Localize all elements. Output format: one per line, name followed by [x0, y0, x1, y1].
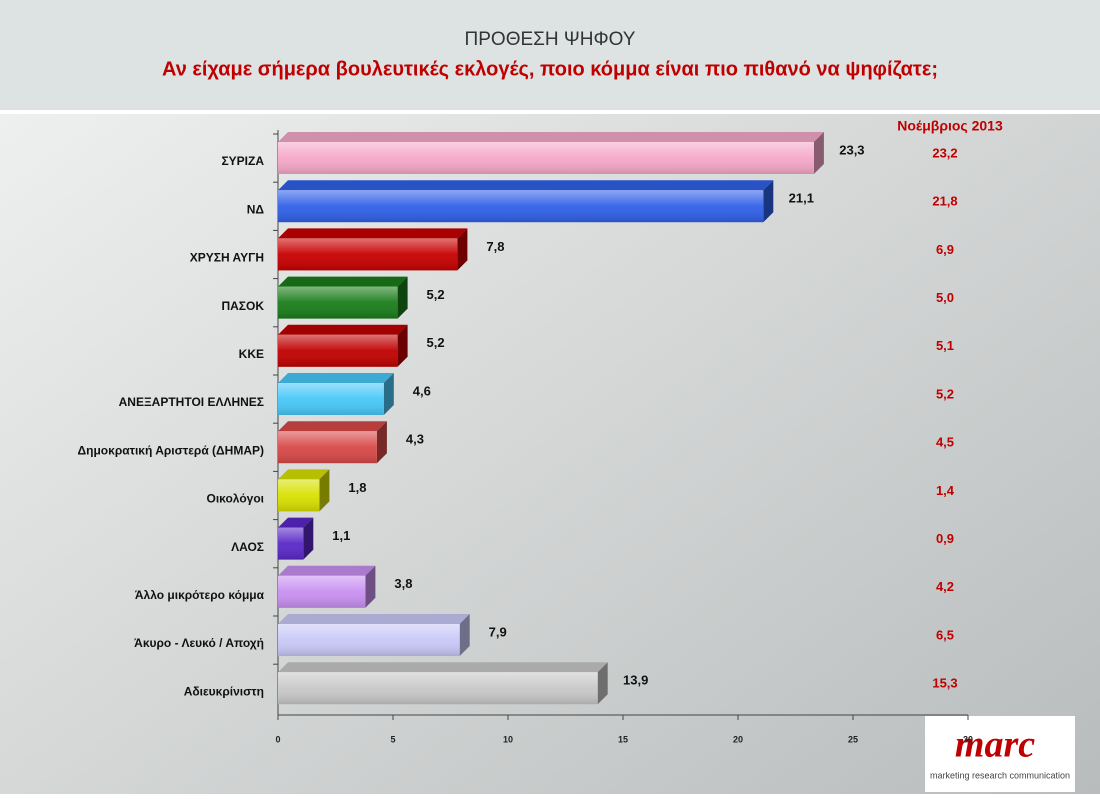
bar-sheen	[278, 624, 460, 656]
bar-sheen	[278, 672, 598, 705]
comparison-value: 0,9	[936, 531, 954, 546]
y-tick-label: Οικολόγοι	[207, 492, 265, 506]
bar-top	[278, 324, 408, 335]
comparison-value: 5,0	[936, 290, 954, 305]
y-tick-label: ΝΔ	[247, 202, 265, 216]
comparison-value: 4,5	[936, 435, 954, 450]
bar-top	[278, 421, 387, 432]
data-label: 4,3	[406, 432, 424, 447]
bar-top	[278, 517, 314, 528]
x-tick-label: 5	[390, 734, 395, 744]
x-tick-label: 0	[275, 734, 280, 744]
bar-side	[457, 228, 468, 271]
x-tick-label: 20	[733, 734, 743, 744]
bar-sheen	[278, 286, 398, 319]
bar-sheen	[278, 575, 366, 608]
data-label: 7,9	[489, 624, 507, 639]
comparison-value: 23,2	[932, 145, 957, 160]
bar-top	[278, 469, 330, 480]
comparison-value: 5,1	[936, 338, 954, 353]
comparison-value: 15,3	[932, 676, 957, 691]
bar-side	[365, 565, 376, 608]
y-tick-label: ΣΥΡΙΖΑ	[221, 154, 264, 168]
bar-side	[459, 614, 470, 656]
bar-top	[278, 565, 376, 576]
bar-top	[278, 373, 394, 383]
data-label: 5,2	[427, 335, 445, 350]
x-tick-label: 10	[503, 734, 513, 744]
y-tick-label: ΑΝΕΞΑΡΤΗΤΟΙ ΕΛΛΗΝΕΣ	[119, 395, 264, 409]
bar-side	[763, 180, 774, 223]
data-label: 21,1	[789, 191, 814, 206]
logo-tagline: marketing research communication	[930, 770, 1070, 780]
comparison-value: 4,2	[936, 579, 954, 594]
data-label: 7,8	[486, 239, 504, 254]
bar-top	[278, 276, 408, 287]
comparison-value: 1,4	[936, 483, 955, 498]
x-tick-label: 30	[963, 734, 973, 744]
data-label: 1,8	[348, 480, 366, 495]
y-tick-label: ΚΚΕ	[239, 347, 264, 361]
bar-sheen	[278, 527, 304, 560]
data-label: 1,1	[332, 528, 350, 543]
logo-box	[925, 716, 1075, 792]
header-divider	[0, 110, 1100, 114]
bar-top	[278, 662, 608, 673]
y-tick-label: ΛΑΟΣ	[231, 540, 264, 554]
bar-sheen	[278, 383, 384, 415]
bar-sheen	[278, 334, 398, 367]
bar-sheen	[278, 190, 764, 223]
bar-side	[303, 517, 314, 560]
chart-title: ΠΡΟΘΕΣΗ ΨΗΦΟΥ	[465, 29, 636, 50]
data-label: 4,6	[413, 383, 431, 398]
data-label: 3,8	[394, 576, 412, 591]
comparison-value: 21,8	[932, 194, 957, 209]
y-tick-label: ΠΑΣΟΚ	[221, 299, 264, 313]
logo-name: marc	[955, 724, 1035, 766]
bar-sheen	[278, 479, 320, 512]
data-label: 23,3	[839, 142, 864, 157]
y-tick-label: Άλλο μικρότερο κόμμα	[135, 588, 265, 602]
comparison-value: 6,9	[936, 242, 954, 257]
bar-sheen	[278, 431, 377, 464]
bar-side	[319, 469, 330, 512]
bar-side	[597, 662, 608, 705]
bar-side	[383, 373, 394, 415]
bar-top	[278, 132, 824, 142]
x-tick-label: 25	[848, 734, 858, 744]
comparison-value: 6,5	[936, 627, 954, 642]
bar-side	[813, 132, 824, 174]
data-label: 13,9	[623, 673, 648, 688]
bar-top	[278, 228, 468, 239]
bar-side	[397, 324, 408, 367]
y-tick-label: Άκυρο - Λευκό / Αποχή	[134, 636, 264, 650]
comparison-value: 5,2	[936, 386, 954, 401]
bar-top	[278, 180, 774, 191]
y-tick-label: ΧΡΥΣΗ ΑΥΓΗ	[190, 251, 264, 265]
bar-side	[397, 276, 408, 319]
header-band	[0, 0, 1100, 110]
bar-top	[278, 614, 470, 624]
x-tick-label: 15	[618, 734, 628, 744]
comparison-header: Νοέμβριος 2013	[897, 118, 1003, 134]
y-tick-label: Δημοκρατική Αριστερά (ΔΗΜΑΡ)	[78, 443, 265, 457]
chart-subtitle: Αν είχαμε σήμερα βουλευτικές εκλογές, πο…	[162, 58, 938, 80]
bar-sheen	[278, 142, 814, 174]
bar-sheen	[278, 238, 458, 271]
data-label: 5,2	[427, 287, 445, 302]
bar-side	[376, 421, 387, 464]
y-tick-label: Αδιευκρίνιστη	[184, 684, 264, 698]
